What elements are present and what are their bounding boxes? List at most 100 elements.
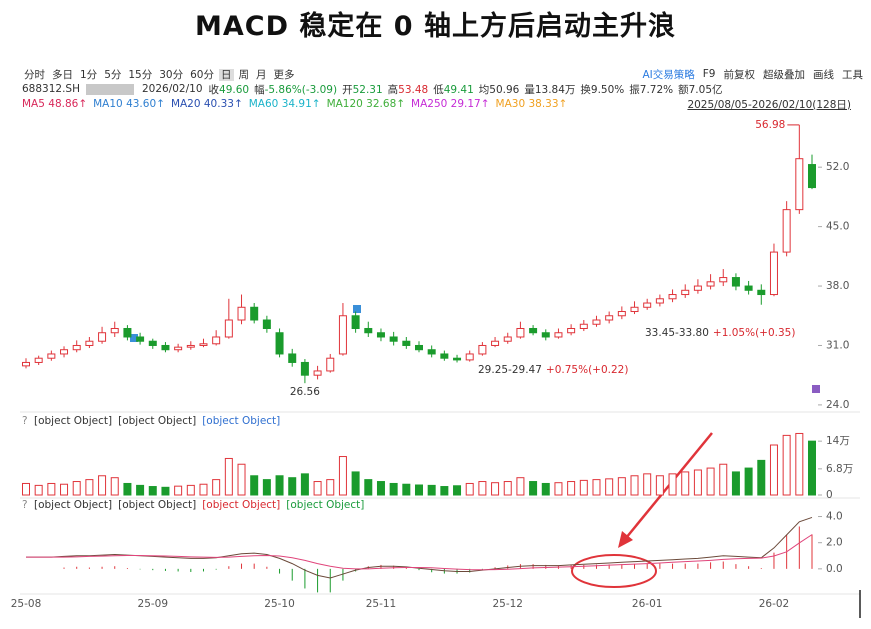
field-value: 7.05亿 — [688, 83, 723, 96]
masked-name — [85, 83, 134, 95]
high-label: 56.98 — [755, 119, 785, 131]
field-value: 52.31 — [352, 83, 383, 96]
candle-body — [275, 332, 284, 355]
volume-bar — [757, 459, 766, 496]
candle-body — [161, 344, 170, 351]
volume-bar — [516, 477, 525, 496]
volume-bar — [465, 482, 474, 496]
volume-bar — [313, 481, 322, 496]
volume-bar — [478, 481, 487, 496]
volume-bar — [98, 475, 107, 496]
candle-body — [630, 306, 639, 313]
candle-body — [808, 164, 816, 189]
quote-row: 688312.SH 2026/02/10 收49.60 幅-5.86%(-3.09… — [22, 82, 863, 96]
panel-legend: [object Object] — [202, 415, 280, 427]
tool-button[interactable]: AI交易策略 — [642, 68, 695, 81]
period-tab[interactable]: 更多 — [273, 68, 295, 81]
event-marker[interactable] — [130, 334, 138, 342]
candle-body — [186, 344, 195, 348]
candle-body — [110, 327, 119, 334]
period-tabs: 分时 多日 1分 5分 15分 30分 60分日周月更多 — [22, 67, 300, 82]
volume-bar — [47, 482, 56, 496]
tool-button[interactable]: 工具 — [842, 68, 863, 81]
candle-body — [795, 158, 804, 211]
y-tick-label: 38.0 — [826, 280, 849, 292]
candle-body — [516, 327, 525, 338]
period-tab[interactable]: 月 — [256, 68, 267, 81]
period-tab[interactable]: 多日 — [52, 68, 73, 81]
panel-legend: [object Object] — [286, 499, 364, 511]
y-tick-label: 24.0 — [826, 399, 849, 411]
arrow-head — [618, 531, 633, 548]
panel-help: ? — [22, 499, 28, 511]
volume-bar — [262, 479, 271, 496]
highlight-ellipse — [571, 554, 657, 588]
volume-bar — [250, 475, 259, 496]
volume-bar — [237, 463, 246, 496]
candle-body — [757, 289, 766, 296]
x-tick-label: 25-11 — [366, 598, 397, 610]
quote-date: 2026/02/10 — [141, 83, 203, 95]
panel-legend: [object Object] — [34, 499, 112, 511]
candle-body — [478, 344, 487, 355]
candle-body — [592, 319, 601, 325]
candle-body — [85, 340, 94, 346]
field-value: 9.50% — [590, 83, 625, 96]
period-tab[interactable]: 日 — [219, 68, 234, 81]
volume-bar — [351, 471, 360, 496]
tool-button[interactable]: F9 — [702, 68, 716, 80]
volume-bar — [744, 467, 753, 496]
range-note: 33.45-33.80 — [645, 327, 709, 339]
volume-bar — [491, 482, 500, 496]
date-range: 2025/08/05-2026/02/10(128日) — [687, 98, 851, 111]
event-marker[interactable] — [812, 385, 820, 393]
period-tab[interactable]: 分时 — [24, 68, 45, 81]
volume-bar — [186, 484, 195, 496]
tool-button[interactable]: 前复权 — [723, 68, 756, 81]
volume-bar — [288, 477, 297, 496]
candle-body — [288, 353, 297, 363]
event-marker[interactable] — [353, 305, 361, 313]
tool-button[interactable]: 画线 — [813, 68, 834, 81]
ma-legend-item: MA250 29.17↑ — [411, 98, 490, 110]
volume-bar — [199, 483, 208, 496]
ma-legend-item: MA30 38.33↑ — [495, 98, 568, 110]
macd-line — [26, 516, 813, 579]
stock-code: 688312.SH — [22, 83, 80, 95]
period-tab[interactable]: 周 — [238, 68, 250, 81]
volume-bar — [617, 477, 626, 496]
candle-body — [668, 294, 677, 300]
tool-list: AI交易策略 F9 前复权 超级叠加 画线 工具 — [634, 67, 863, 82]
y-tick-label: 31.0 — [826, 339, 849, 351]
volume-bar — [769, 444, 778, 496]
range-note: 29.25-29.47 — [478, 364, 542, 376]
period-tab[interactable]: 5分 — [104, 68, 122, 81]
field-value: 53.48 — [398, 83, 429, 96]
candle-body — [351, 315, 360, 329]
volume-bar — [34, 484, 43, 496]
volume-bar — [529, 481, 538, 496]
candle-body — [731, 277, 740, 287]
y-tick-label: 0 — [826, 489, 833, 501]
tool-button[interactable]: 超级叠加 — [763, 68, 805, 81]
range-change: +0.75%(+0.22) — [546, 364, 629, 376]
candle-body — [199, 343, 208, 346]
field-label: 额 — [678, 83, 689, 96]
period-tab[interactable]: 1分 — [80, 68, 98, 81]
volume-bar — [719, 463, 728, 496]
candle-body — [617, 311, 626, 317]
x-tick-label: 26-02 — [759, 598, 790, 610]
period-tab[interactable]: 30分 — [159, 68, 184, 81]
panel-legend: [object Object] — [34, 415, 112, 427]
candle-body — [262, 319, 271, 329]
candle-body — [338, 315, 347, 355]
volume-bar — [389, 482, 398, 496]
y-tick-label: 4.0 — [826, 511, 843, 523]
period-tab[interactable]: 60分 — [190, 68, 214, 81]
field-value: 49.60 — [219, 83, 250, 96]
field-label: 振 — [629, 83, 640, 96]
volume-bar — [693, 469, 702, 496]
candle-body — [376, 332, 385, 338]
period-tab[interactable]: 15分 — [128, 68, 153, 81]
